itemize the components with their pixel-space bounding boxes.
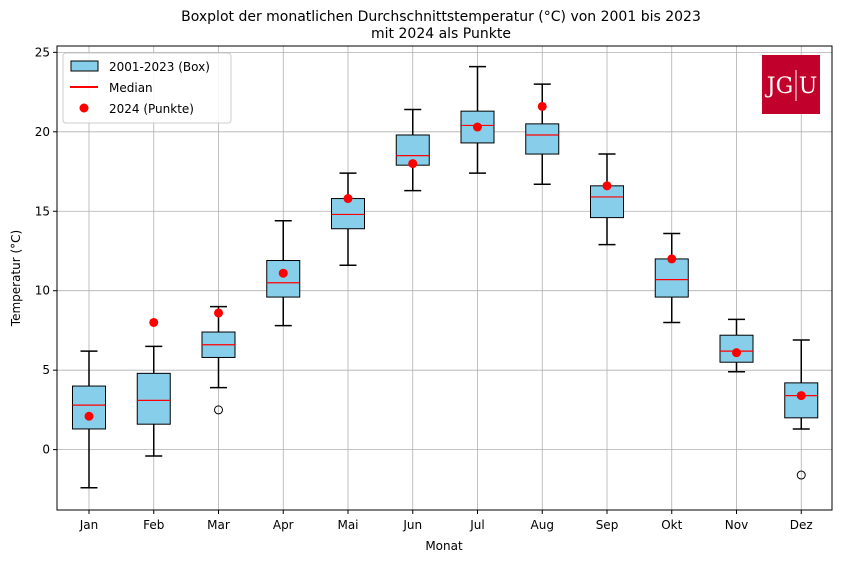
box-jan [72, 350, 106, 489]
point-2024-nov [732, 348, 741, 358]
legend-label-box: 2001-2023 (Box) [109, 60, 210, 74]
x-tick-label: Jun [402, 518, 422, 532]
point-2024-sep [602, 181, 612, 191]
x-tick-label: Aug [531, 518, 554, 532]
legend-point-swatch [79, 103, 89, 113]
box-iqr [136, 372, 171, 425]
point-2024-mai [343, 194, 353, 204]
point-2024-dez [796, 391, 806, 401]
point-2024-aug [537, 101, 547, 111]
legend-box-swatch [70, 60, 99, 72]
jgu-logo: JG U [762, 55, 820, 114]
box-jun [395, 108, 430, 192]
x-tick-label: Feb [143, 518, 164, 532]
points-2024 [84, 101, 806, 421]
logo-text-right: U [799, 74, 818, 99]
y-tick-label: 0 [42, 443, 50, 457]
point-2024-okt [667, 254, 677, 264]
x-axis-label: Monat [425, 539, 463, 553]
plot-frame [56, 45, 833, 511]
box-dez [784, 339, 819, 480]
box-feb [136, 345, 171, 457]
x-tick-label: Jan [79, 518, 99, 532]
x-tick-label: Sep [596, 518, 619, 532]
chart-title-line-1: Boxplot der monatlichen Durchschnittstem… [181, 9, 701, 25]
x-tick-label: Dez [790, 518, 813, 532]
x-tick-label: Nov [725, 518, 748, 532]
box-iqr [266, 260, 301, 298]
outlier-point [214, 405, 223, 415]
box-iqr [784, 382, 819, 419]
y-axis-ticks: 0 5 10 15 20 25 [35, 45, 57, 457]
point-2024-jul [473, 122, 482, 132]
point-2024-jan [84, 411, 94, 421]
y-tick-label: 10 [35, 284, 50, 298]
y-tick-label: 15 [35, 204, 50, 218]
box-sep [590, 153, 624, 246]
x-tick-label: Jul [469, 518, 484, 532]
box-iqr [72, 385, 106, 430]
x-tick-label: Apr [273, 518, 294, 532]
legend-frame [62, 52, 232, 124]
box-jul [460, 65, 495, 174]
boxes [72, 65, 819, 489]
x-tick-label: Mai [337, 518, 358, 532]
point-2024-mar [214, 308, 223, 318]
chart-title-line-2: mit 2024 als Punkte [371, 26, 511, 42]
box-okt [654, 232, 689, 324]
logo-background [762, 55, 820, 114]
y-tick-label: 25 [35, 45, 50, 59]
legend-label-median: Median [109, 81, 153, 95]
box-apr [266, 220, 301, 327]
logo-text-left: JG [765, 74, 793, 99]
x-tick-label: Okt [661, 518, 682, 532]
x-axis-ticks: Jan Feb Mar Apr Mai Jun Jul Aug Sep Okt Nov Dez [79, 510, 813, 532]
point-2024-jun [408, 159, 418, 169]
box-nov [719, 318, 754, 373]
outlier-point [796, 470, 806, 480]
y-tick-label: 20 [35, 125, 50, 139]
box-iqr [525, 123, 560, 155]
y-axis-label: Temperatur (°C) [9, 230, 23, 327]
point-2024-feb [149, 317, 159, 327]
legend-label-points: 2024 (Punkte) [109, 102, 194, 116]
point-2024-apr [278, 268, 288, 278]
box-iqr [590, 185, 624, 219]
box-iqr [654, 258, 689, 298]
legend: 2001-2023 (Box) Median 2024 (Punkte) [62, 52, 232, 124]
box-iqr [331, 198, 365, 230]
box-mar [201, 305, 236, 415]
y-tick-label: 5 [42, 363, 50, 377]
box-aug [525, 83, 560, 185]
box-mai [331, 172, 365, 267]
x-tick-label: Mar [207, 518, 230, 532]
